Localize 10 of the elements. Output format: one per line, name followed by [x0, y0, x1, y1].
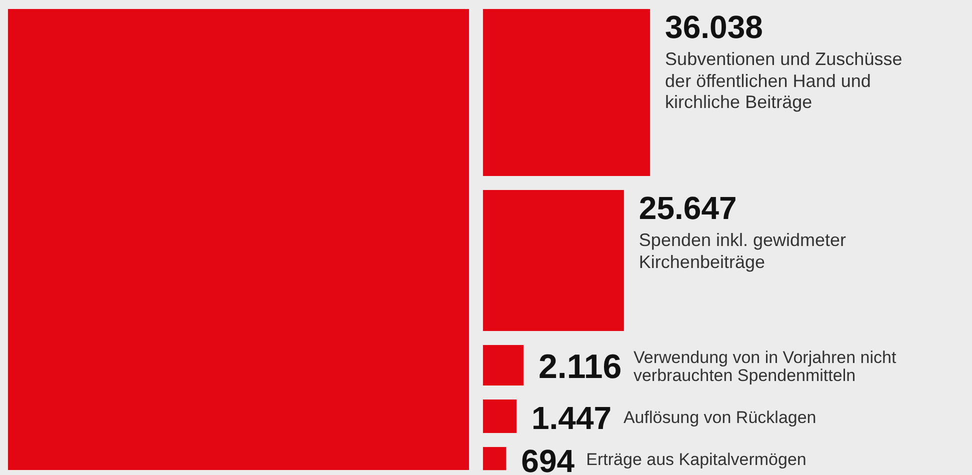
category-label: Subventionen und Zuschüsse der öffentlichen Hand und kirchliche Beiträge: [665, 49, 904, 114]
data-label: 36.038: [665, 9, 763, 45]
data-label: 1.447: [531, 400, 612, 436]
category-label: Spenden inkl. gewidmeter Kirchenbeiträge: [638, 230, 848, 274]
data-label: 694: [521, 442, 575, 475]
category-label: Erträge aus Kapitalvermögen: [586, 450, 808, 470]
category-label: Auflösung von Rücklagen: [623, 408, 818, 428]
data-label: 2.116: [538, 348, 622, 386]
data-label: 25.647: [638, 190, 737, 226]
category-label: Verwendung von in Vorjahren nicht verbrauchten Spendenmitteln: [633, 348, 898, 386]
